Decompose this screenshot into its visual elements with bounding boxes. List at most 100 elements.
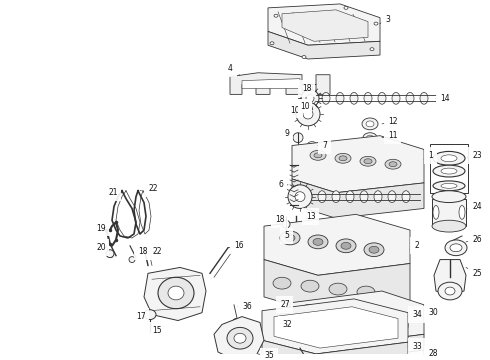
Polygon shape	[268, 4, 380, 45]
Text: 12: 12	[382, 117, 397, 126]
Ellipse shape	[445, 240, 467, 256]
Text: 6: 6	[278, 180, 288, 189]
Ellipse shape	[438, 282, 462, 300]
Ellipse shape	[388, 191, 396, 203]
Text: 36: 36	[238, 302, 252, 311]
Ellipse shape	[378, 93, 386, 104]
Ellipse shape	[433, 152, 465, 165]
Ellipse shape	[402, 191, 410, 203]
Ellipse shape	[234, 321, 238, 327]
Ellipse shape	[358, 311, 378, 334]
Polygon shape	[262, 299, 408, 354]
Ellipse shape	[344, 6, 348, 9]
Text: 18: 18	[302, 84, 312, 93]
Ellipse shape	[346, 191, 354, 203]
Ellipse shape	[364, 93, 372, 104]
Text: 14: 14	[436, 94, 450, 103]
Polygon shape	[268, 31, 380, 59]
Ellipse shape	[336, 239, 356, 253]
Ellipse shape	[329, 353, 347, 360]
Ellipse shape	[364, 243, 384, 257]
Ellipse shape	[299, 351, 317, 360]
Ellipse shape	[282, 220, 290, 228]
Ellipse shape	[433, 165, 465, 177]
Ellipse shape	[313, 238, 323, 245]
Text: 19: 19	[96, 224, 106, 233]
Polygon shape	[432, 199, 466, 226]
Text: 10: 10	[290, 105, 299, 114]
Ellipse shape	[307, 141, 317, 149]
Ellipse shape	[273, 277, 291, 289]
Ellipse shape	[406, 93, 414, 104]
Ellipse shape	[385, 159, 401, 169]
Ellipse shape	[333, 314, 343, 325]
Ellipse shape	[314, 153, 322, 158]
Text: 30: 30	[424, 308, 438, 317]
Ellipse shape	[334, 358, 342, 360]
Ellipse shape	[280, 231, 300, 245]
Text: 22: 22	[152, 247, 162, 256]
Text: 18: 18	[275, 215, 285, 224]
Ellipse shape	[232, 319, 240, 330]
Text: 1: 1	[424, 151, 433, 160]
Ellipse shape	[367, 135, 373, 140]
Text: 28: 28	[424, 350, 438, 359]
Ellipse shape	[322, 93, 330, 104]
Text: 31: 31	[0, 359, 1, 360]
Ellipse shape	[308, 235, 328, 249]
Ellipse shape	[441, 155, 457, 162]
Ellipse shape	[360, 191, 368, 203]
Ellipse shape	[295, 192, 305, 202]
Polygon shape	[290, 332, 424, 360]
Ellipse shape	[274, 14, 278, 17]
Ellipse shape	[389, 357, 407, 360]
Polygon shape	[264, 214, 410, 275]
Text: 18: 18	[134, 247, 147, 256]
Polygon shape	[434, 260, 466, 295]
Text: 32: 32	[282, 320, 292, 329]
Ellipse shape	[362, 118, 378, 130]
Ellipse shape	[303, 109, 313, 119]
Text: 26: 26	[466, 235, 482, 244]
Ellipse shape	[291, 320, 301, 329]
Text: 16: 16	[228, 241, 244, 250]
Ellipse shape	[374, 191, 382, 203]
Ellipse shape	[432, 191, 466, 203]
Text: 21: 21	[108, 188, 118, 197]
Ellipse shape	[304, 356, 312, 360]
Ellipse shape	[360, 156, 376, 166]
Ellipse shape	[303, 311, 313, 323]
Ellipse shape	[445, 287, 455, 295]
Ellipse shape	[304, 191, 312, 203]
Text: 4: 4	[228, 64, 240, 75]
Ellipse shape	[129, 257, 135, 262]
Ellipse shape	[158, 277, 194, 309]
Ellipse shape	[388, 314, 408, 337]
Text: 7: 7	[318, 141, 327, 150]
Ellipse shape	[328, 308, 348, 331]
Text: 13: 13	[306, 212, 316, 221]
Ellipse shape	[335, 153, 351, 163]
Text: 5: 5	[284, 231, 290, 240]
Ellipse shape	[350, 93, 358, 104]
Polygon shape	[230, 73, 330, 94]
Ellipse shape	[288, 185, 312, 208]
Ellipse shape	[234, 333, 246, 343]
Ellipse shape	[296, 102, 320, 126]
Ellipse shape	[369, 246, 379, 253]
Polygon shape	[292, 136, 424, 193]
Ellipse shape	[310, 144, 315, 148]
Ellipse shape	[332, 191, 340, 203]
Ellipse shape	[285, 234, 295, 242]
Ellipse shape	[450, 244, 462, 252]
Ellipse shape	[393, 320, 403, 331]
Ellipse shape	[357, 286, 375, 298]
Text: 17: 17	[136, 312, 146, 321]
Polygon shape	[292, 179, 424, 218]
Text: 33: 33	[408, 342, 422, 351]
Ellipse shape	[370, 48, 374, 51]
Text: 10: 10	[300, 102, 310, 111]
Ellipse shape	[270, 42, 274, 45]
Ellipse shape	[318, 191, 326, 203]
Text: 22: 22	[140, 184, 157, 193]
